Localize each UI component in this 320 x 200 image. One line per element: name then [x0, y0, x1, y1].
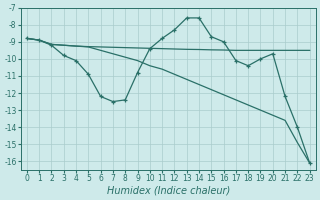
X-axis label: Humidex (Indice chaleur): Humidex (Indice chaleur) — [107, 186, 230, 196]
